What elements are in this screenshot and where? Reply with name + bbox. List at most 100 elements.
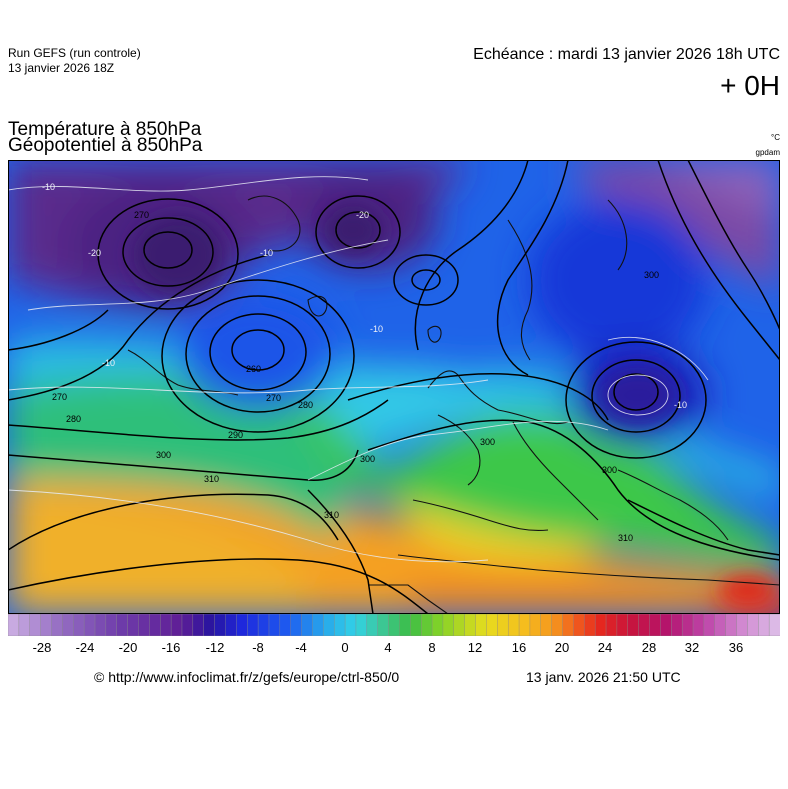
colorbar-swatch <box>105 613 118 637</box>
temperature-colorbar <box>7 613 781 637</box>
colorbar-swatch <box>366 613 379 637</box>
geopotential-label: 280 <box>66 414 81 424</box>
colorbar-swatch <box>312 613 324 637</box>
colorbar-tick: -12 <box>205 640 225 655</box>
colorbar-tick: 16 <box>511 640 527 655</box>
colorbar-swatch <box>7 613 20 637</box>
colorbar-swatch <box>388 613 400 637</box>
colorbar-swatch <box>225 613 237 637</box>
geopotential-label: 310 <box>324 510 339 520</box>
colorbar-swatch <box>290 613 303 637</box>
colorbar-swatch <box>301 613 313 637</box>
colorbar-swatch <box>247 613 259 637</box>
colorbar-swatch <box>51 613 63 637</box>
colorbar-tick: 12 <box>467 640 483 655</box>
isoline-labels: 270 260 270 280 290 300 310 310 300 300 … <box>52 210 659 543</box>
colorbar-swatches <box>7 613 781 637</box>
run-title: Run GEFS (run controle) <box>8 46 141 60</box>
colorbar-swatch <box>149 613 161 637</box>
colorbar-swatch <box>638 613 651 637</box>
weather-map: 270 260 270 280 290 300 310 310 300 300 … <box>8 160 780 614</box>
colorbar-tick: 8 <box>428 640 436 655</box>
colorbar-swatch <box>551 613 564 637</box>
colorbar-swatch <box>714 613 727 637</box>
colorbar-swatch <box>442 613 455 637</box>
temperature-isolines <box>8 176 709 563</box>
colorbar-tick: 36 <box>728 640 744 655</box>
geopotential-label: 300 <box>644 270 659 280</box>
colorbar-swatch <box>616 613 629 637</box>
colorbar-swatch <box>692 613 705 637</box>
colorbar-swatch <box>344 613 357 637</box>
geopotential-label: 300 <box>602 465 617 475</box>
colorbar-swatch <box>83 613 96 637</box>
colorbar-swatch <box>736 613 748 637</box>
colorbar-tick: 0 <box>341 640 349 655</box>
colorbar-swatch <box>62 613 74 637</box>
colorbar-swatch <box>464 613 477 637</box>
colorbar-tick: -28 <box>32 640 52 655</box>
colorbar-swatch <box>649 613 661 637</box>
colorbar-swatch <box>355 613 368 637</box>
geopotential-label: 290 <box>228 430 243 440</box>
parameter-temperature-title: Température à 850hPa <box>8 119 202 140</box>
colorbar-swatch <box>116 613 129 637</box>
colorbar-swatch <box>236 613 248 637</box>
colorbar-swatch <box>127 613 139 637</box>
colorbar-swatch <box>518 613 531 637</box>
colorbar-swatch <box>605 613 618 637</box>
colorbar-tick: 32 <box>684 640 700 655</box>
temperature-label: -10 <box>42 182 55 192</box>
geopotential-label: 300 <box>360 454 375 464</box>
geopotential-label: 310 <box>618 533 633 543</box>
colorbar-swatch <box>497 613 509 637</box>
lead-time: + 0H <box>720 70 780 101</box>
geopotential-label: 260 <box>246 364 261 374</box>
colorbar-swatch <box>18 613 31 637</box>
colorbar-swatch <box>138 613 150 637</box>
colorbar-tick: -8 <box>252 640 264 655</box>
colorbar-swatch <box>40 613 52 637</box>
colorbar-swatch <box>725 613 738 637</box>
colorbar-swatch <box>181 613 194 637</box>
colorbar-swatch <box>758 613 770 637</box>
colorbar-swatch <box>660 613 672 637</box>
colorbar-tick: -20 <box>118 640 138 655</box>
temperature-labels: -10 -20 -20 -10 -10 -10 -10 <box>42 182 687 410</box>
run-date: 13 janvier 2026 18Z <box>8 61 115 75</box>
colorbar-swatch <box>486 613 498 637</box>
colorbar-swatch <box>420 613 433 637</box>
map-field-svg: 270 260 270 280 290 300 310 310 300 300 … <box>8 160 780 614</box>
generation-timestamp: 13 janv. 2026 21:50 UTC <box>526 669 681 685</box>
geopotential-label: 270 <box>134 210 149 220</box>
colorbar-swatch <box>584 613 596 637</box>
colorbar-swatch <box>410 613 422 637</box>
colorbar-swatch <box>257 613 270 637</box>
colorbar-swatch <box>453 613 466 637</box>
colorbar-swatch <box>214 613 226 637</box>
colorbar-swatch <box>540 613 553 637</box>
colorbar-swatch <box>573 613 585 637</box>
colorbar-tick: -4 <box>295 640 307 655</box>
colorbar-swatch <box>529 613 542 637</box>
geopotential-label: 270 <box>52 392 67 402</box>
geopotential-label: 300 <box>156 450 171 460</box>
source-url: © http://www.infoclimat.fr/z/gefs/europe… <box>94 669 400 685</box>
colorbar-swatch <box>279 613 292 637</box>
temperature-label: -10 <box>102 358 115 368</box>
geopotential-label: 310 <box>204 474 219 484</box>
colorbar-swatch <box>268 613 281 637</box>
colorbar-swatch <box>747 613 759 637</box>
colorbar-swatch <box>29 613 42 637</box>
colorbar-tick: 24 <box>597 640 613 655</box>
colorbar-swatch <box>377 613 390 637</box>
colorbar-tick: 4 <box>384 640 392 655</box>
colorbar-swatch <box>203 613 216 637</box>
colorbar-swatch <box>475 613 487 637</box>
colorbar-swatch <box>192 613 205 637</box>
colorbar-tick: 20 <box>554 640 570 655</box>
temperature-label: -10 <box>260 248 273 258</box>
parameter-geopotential-title: Géopotentiel à 850hPa <box>8 135 203 156</box>
colorbar-swatch <box>671 613 683 637</box>
colorbar-swatch <box>323 613 335 637</box>
